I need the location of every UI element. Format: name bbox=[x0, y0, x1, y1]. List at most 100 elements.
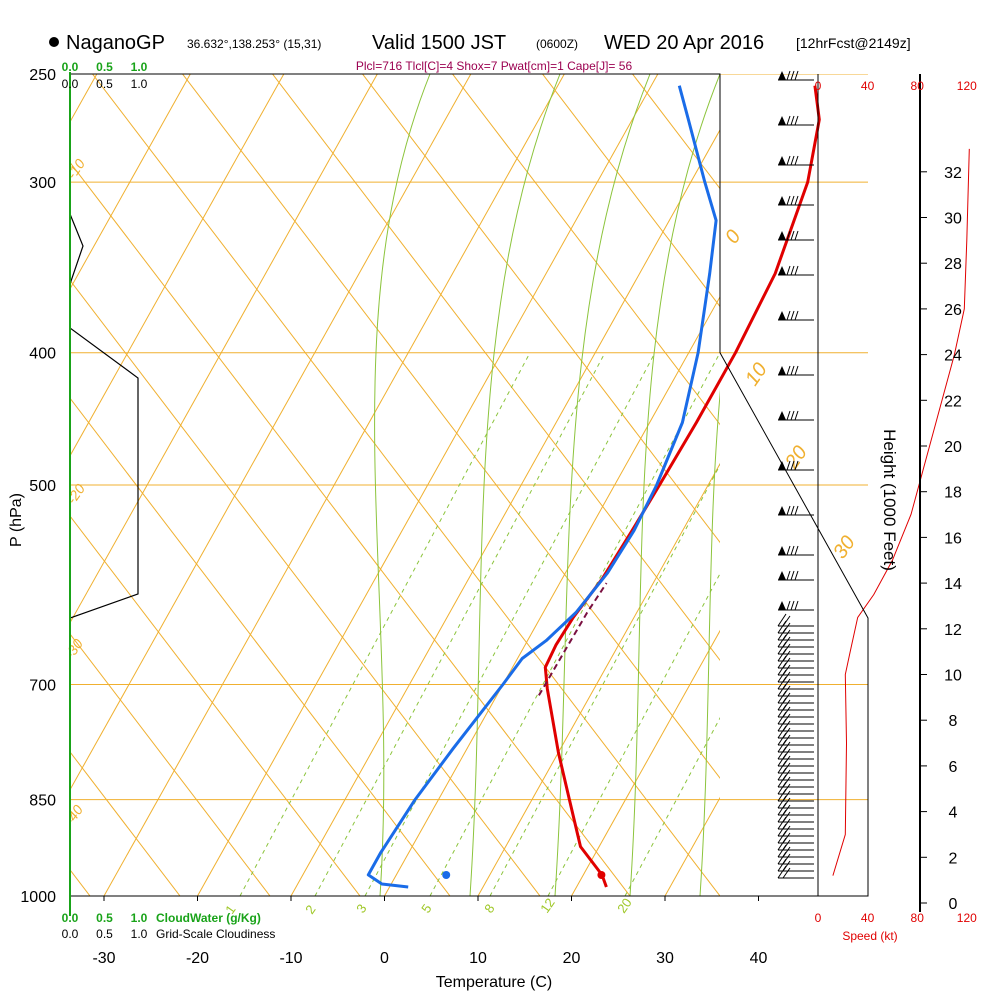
wind-barb-feather bbox=[786, 230, 791, 241]
cloud-top-tick2: 0.5 bbox=[96, 77, 113, 91]
valid-time: Valid 1500 JST bbox=[372, 32, 506, 54]
valid-date: WED 20 Apr 2016 bbox=[604, 32, 764, 54]
profile-layer bbox=[69, 85, 970, 889]
wind-barb-feather bbox=[790, 115, 795, 126]
wind-barb-feather bbox=[786, 570, 791, 581]
speed-top-label: 120 bbox=[957, 79, 977, 93]
pressure-label: 1000 bbox=[20, 889, 56, 906]
dry-adiabat-line bbox=[450, 0, 1000, 896]
height-tick-label: 20 bbox=[944, 439, 962, 456]
valid-utc: (0600Z) bbox=[536, 37, 578, 51]
wind-barb-feather bbox=[794, 505, 799, 516]
speed-bottom-label: 80 bbox=[911, 911, 925, 925]
wind-barb-feather bbox=[777, 613, 787, 627]
wind-barb-feather bbox=[790, 570, 795, 581]
wind-barb-feather bbox=[786, 545, 791, 556]
height-tick-label: 14 bbox=[944, 576, 962, 593]
wind-barb-feather bbox=[782, 650, 791, 662]
height-tick-label: 16 bbox=[944, 530, 962, 547]
wind-barb-feather bbox=[794, 600, 799, 611]
wind-barb-feather bbox=[782, 867, 791, 879]
wind-barb-pennant bbox=[778, 546, 786, 555]
cloud-top-tick2: 1.0 bbox=[131, 77, 148, 91]
wind-barb-feather bbox=[782, 629, 791, 641]
cloudiness-title: Grid-Scale Cloudiness bbox=[156, 927, 275, 941]
wind-barb-feather bbox=[790, 545, 795, 556]
wind-barb-feather bbox=[782, 846, 791, 858]
mixing-ratio-label: 8 bbox=[481, 901, 497, 916]
height-tick-label: 28 bbox=[944, 256, 962, 273]
cloudwater-tick: 0.5 bbox=[96, 911, 113, 925]
pressure-label: 700 bbox=[29, 678, 56, 695]
isotherm-line bbox=[571, 629, 720, 896]
y-axis-title: P (hPa) bbox=[8, 493, 25, 547]
isotherm-line bbox=[70, 74, 378, 624]
wind-barb-pennant bbox=[778, 366, 786, 375]
wind-barb-feather bbox=[786, 195, 791, 206]
wind-barb-pennant bbox=[778, 266, 786, 275]
pressure-label: 250 bbox=[29, 67, 56, 84]
speed-top-label: 0 bbox=[815, 79, 822, 93]
x-tick-label: 0 bbox=[380, 950, 389, 967]
wind-barb-feather bbox=[782, 615, 791, 627]
dry-adiabat-line bbox=[181, 74, 720, 779]
wind-barb-icon bbox=[778, 265, 814, 276]
height-tick-label: 22 bbox=[944, 393, 962, 410]
wind-barb-icon bbox=[778, 195, 814, 206]
wind-barb-icon bbox=[777, 865, 814, 879]
wind-barb-pennant bbox=[778, 571, 786, 580]
forecast-info: [12hrFcst@2149z] bbox=[796, 35, 911, 51]
sounding-indices: Plcl=716 Tlcl[C]=4 Shox=7 Pwat[cm]=1 Cap… bbox=[356, 59, 633, 73]
wind-barb-feather bbox=[790, 505, 795, 516]
mixing-ratio-line bbox=[624, 716, 720, 896]
wind-barb-feather bbox=[782, 790, 791, 802]
wind-barb-pennant bbox=[778, 601, 786, 610]
cloud-top-tick: 0.5 bbox=[96, 60, 113, 74]
wind-barb-feather bbox=[794, 265, 799, 276]
wind-barb-feather bbox=[782, 776, 791, 788]
wind-barb-feather bbox=[782, 706, 791, 718]
mixing-ratio-label: 2 bbox=[302, 902, 318, 917]
wind-barb-feather bbox=[782, 664, 791, 676]
dry-adiabat-line bbox=[70, 161, 631, 896]
wind-barb-feather bbox=[782, 713, 791, 725]
wind-barb-feather bbox=[786, 115, 791, 126]
wind-barb-feather bbox=[782, 762, 791, 774]
speed-top-label: 80 bbox=[911, 79, 925, 93]
pressure-label: 400 bbox=[29, 346, 56, 363]
wind-barb-feather bbox=[782, 832, 791, 844]
wind-barb-feather bbox=[790, 365, 795, 376]
axis-layer: 0.00.00.00.00.50.50.50.51.01.01.01.02503… bbox=[20, 60, 977, 967]
wind-barb-feather bbox=[786, 265, 791, 276]
wind-barb-feather bbox=[782, 685, 791, 697]
wind-barb-feather bbox=[786, 460, 791, 471]
moist-adiabat-line bbox=[699, 389, 720, 896]
mixing-ratio-line bbox=[314, 352, 606, 896]
isotherm-line bbox=[103, 74, 565, 896]
wind-barb-feather bbox=[786, 310, 791, 321]
wind-barb-feather bbox=[782, 720, 791, 732]
x-tick-label: 40 bbox=[750, 950, 768, 967]
cloud-top-tick: 1.0 bbox=[131, 60, 148, 74]
wind-barb-feather bbox=[782, 853, 791, 865]
isotherm-label: 30 bbox=[829, 532, 860, 563]
cloudiness-tick: 0.5 bbox=[96, 927, 113, 941]
wind-barb-feather bbox=[790, 155, 795, 166]
wind-barb-feather bbox=[794, 310, 799, 321]
wind-barb-pennant bbox=[778, 311, 786, 320]
cloudiness-tick: 0.0 bbox=[62, 927, 79, 941]
pressure-label: 850 bbox=[29, 793, 56, 810]
wind-layer bbox=[777, 70, 814, 879]
isotherm-line bbox=[70, 74, 191, 290]
wind-barb-feather bbox=[794, 545, 799, 556]
pressure-label: 300 bbox=[29, 175, 56, 192]
wind-barb-pennant bbox=[778, 506, 786, 515]
isotherm-label: -30 bbox=[61, 636, 86, 662]
speed-bottom-label: 120 bbox=[957, 911, 977, 925]
height-tick-label: 8 bbox=[949, 713, 958, 730]
wind-barb-feather bbox=[786, 155, 791, 166]
wind-barb-feather bbox=[782, 818, 791, 830]
main-clip bbox=[70, 0, 1000, 896]
wind-barb-feather bbox=[786, 365, 791, 376]
